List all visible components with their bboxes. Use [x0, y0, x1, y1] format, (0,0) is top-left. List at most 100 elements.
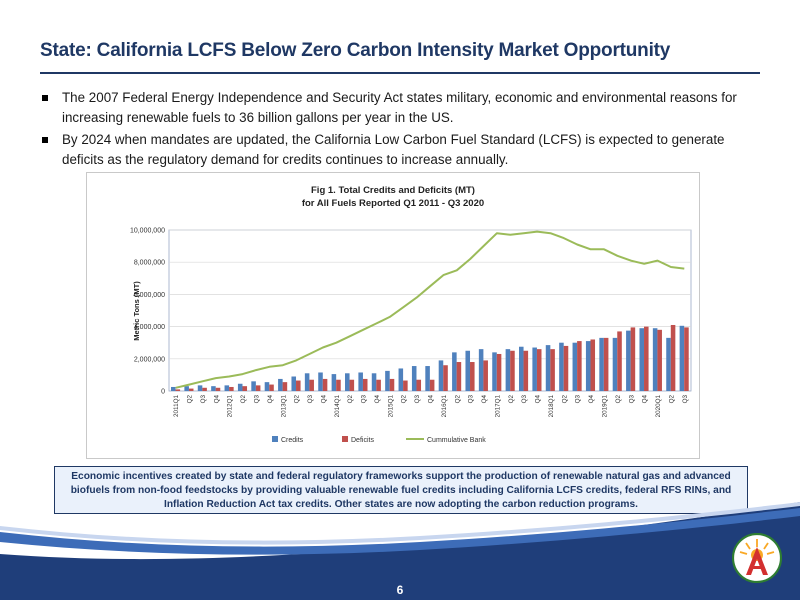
chart-frame: Fig 1. Total Credits and Deficits (MT) f… — [86, 172, 700, 459]
deficits-bar — [617, 331, 622, 391]
callout-text: Economic incentives created by state and… — [70, 471, 732, 510]
x-tick-label: 2020Q1 — [655, 395, 662, 418]
y-tick-label: 4,000,000 — [134, 324, 165, 331]
x-tick-label: Q4 — [535, 395, 542, 404]
deficits-bar — [523, 350, 529, 391]
credits-bar — [492, 352, 497, 391]
x-tick-label: Q3 — [575, 395, 582, 404]
x-tick-label: Q2 — [668, 395, 675, 404]
x-tick-label: 2016Q1 — [441, 395, 448, 418]
credits-bar — [438, 360, 444, 391]
deficits-bar — [483, 360, 488, 391]
deficits-bar — [336, 379, 341, 391]
x-tick-label: Q3 — [307, 395, 314, 404]
credits-bar — [184, 386, 189, 391]
x-tick-label: Q3 — [414, 395, 421, 404]
credits-bar — [251, 381, 256, 391]
credits-bar — [331, 374, 337, 391]
deficits-bar — [255, 385, 261, 391]
page-number: 6 — [396, 583, 404, 597]
credits-bar — [532, 347, 537, 391]
x-tick-label: 2019Q1 — [602, 395, 609, 418]
credits-bar — [304, 373, 310, 391]
y-tick-label: 0 — [161, 389, 165, 396]
credits-bar — [626, 330, 631, 391]
deficits-bar — [630, 327, 636, 391]
x-tick-label: 2018Q1 — [548, 395, 555, 418]
credits-bar — [639, 328, 645, 391]
x-tick-label: 2015Q1 — [387, 395, 394, 418]
deficits-bar — [403, 380, 408, 391]
x-tick-label: Q4 — [320, 395, 327, 404]
company-logo — [732, 533, 782, 583]
chart-subtitle: for All Fuels Reported Q1 2011 - Q3 2020 — [302, 198, 484, 209]
legend-swatch — [272, 436, 278, 442]
credits-bar — [398, 368, 404, 391]
deficits-bar — [269, 384, 274, 391]
x-tick-label: Q3 — [468, 395, 475, 404]
x-tick-label: 2012Q1 — [227, 395, 234, 418]
deficits-bar — [349, 379, 355, 391]
credits-bar — [171, 386, 176, 391]
deficits-bar — [376, 379, 381, 391]
credits-bar — [585, 341, 591, 391]
incentives-callout: Economic incentives created by state and… — [54, 466, 748, 514]
legend-label: Credits — [281, 437, 304, 444]
x-tick-label: Q4 — [642, 395, 649, 404]
legend-label: Deficits — [351, 437, 374, 444]
chart-legend: Credits Deficits Cummulative Bank — [272, 436, 486, 444]
bullet-text: The 2007 Federal Energy Independence and… — [62, 90, 737, 125]
deficits-bar — [590, 339, 596, 391]
footer-wave — [0, 502, 800, 600]
deficits-bar — [510, 350, 515, 391]
credits-bar — [224, 385, 230, 391]
credits-bar — [599, 337, 604, 391]
credits-bar — [278, 378, 283, 391]
x-tick-label: Q4 — [481, 395, 488, 404]
credits-bar — [452, 352, 457, 391]
x-tick-label: Q2 — [187, 395, 194, 404]
credits-bar — [358, 372, 363, 391]
x-tick-label: Q2 — [401, 395, 408, 404]
credits-bar — [197, 385, 203, 391]
bullet-item: By 2024 when mandates are updated, the C… — [40, 130, 762, 170]
x-tick-label: Q2 — [508, 395, 515, 404]
y-axis-label: Metric Tons (MT) — [132, 281, 141, 341]
wave-light-stripe — [0, 508, 800, 555]
x-tick-label: 2014Q1 — [334, 395, 341, 418]
deficits-bar — [322, 378, 328, 391]
credits-bar — [545, 345, 551, 391]
deficits-bar — [215, 387, 221, 391]
slide-title: State: California LCFS Below Zero Carbon… — [40, 40, 671, 61]
credits-bar — [519, 346, 524, 391]
bullet-square-icon — [42, 95, 48, 101]
bullet-item: The 2007 Federal Energy Independence and… — [40, 88, 762, 128]
deficits-bar — [175, 389, 181, 391]
x-tick-label: Q4 — [213, 395, 220, 404]
legend-label: Cummulative Bank — [427, 437, 486, 444]
deficits-bar — [429, 379, 435, 391]
credits-bar — [411, 366, 417, 391]
chart-title: Fig 1. Total Credits and Deficits (MT) — [311, 185, 475, 196]
deficits-bar — [577, 341, 582, 391]
deficits-bar — [670, 324, 676, 391]
credits-bar — [385, 370, 390, 391]
credits-bar — [572, 342, 578, 391]
x-tick-label: Q2 — [615, 395, 622, 404]
x-tick-label: Q3 — [200, 395, 207, 404]
deficits-bar — [470, 362, 475, 391]
y-tick-label: 10,000,000 — [130, 228, 165, 235]
deficits-bar — [496, 353, 502, 391]
credits-bar — [264, 382, 270, 391]
bullet-list: The 2007 Federal Energy Independence and… — [40, 88, 762, 172]
x-tick-label: Q4 — [374, 395, 381, 404]
credits-bar — [237, 383, 243, 391]
bullet-square-icon — [42, 137, 48, 143]
deficits-bar — [603, 337, 609, 391]
x-tick-label: 2017Q1 — [494, 395, 501, 418]
x-tick-label: Q3 — [254, 395, 261, 404]
credits-bar — [559, 342, 564, 391]
deficits-bar — [309, 379, 314, 391]
deficits-bar — [389, 378, 395, 391]
credits-deficits-chart: Fig 1. Total Credits and Deficits (MT) f… — [130, 185, 692, 444]
